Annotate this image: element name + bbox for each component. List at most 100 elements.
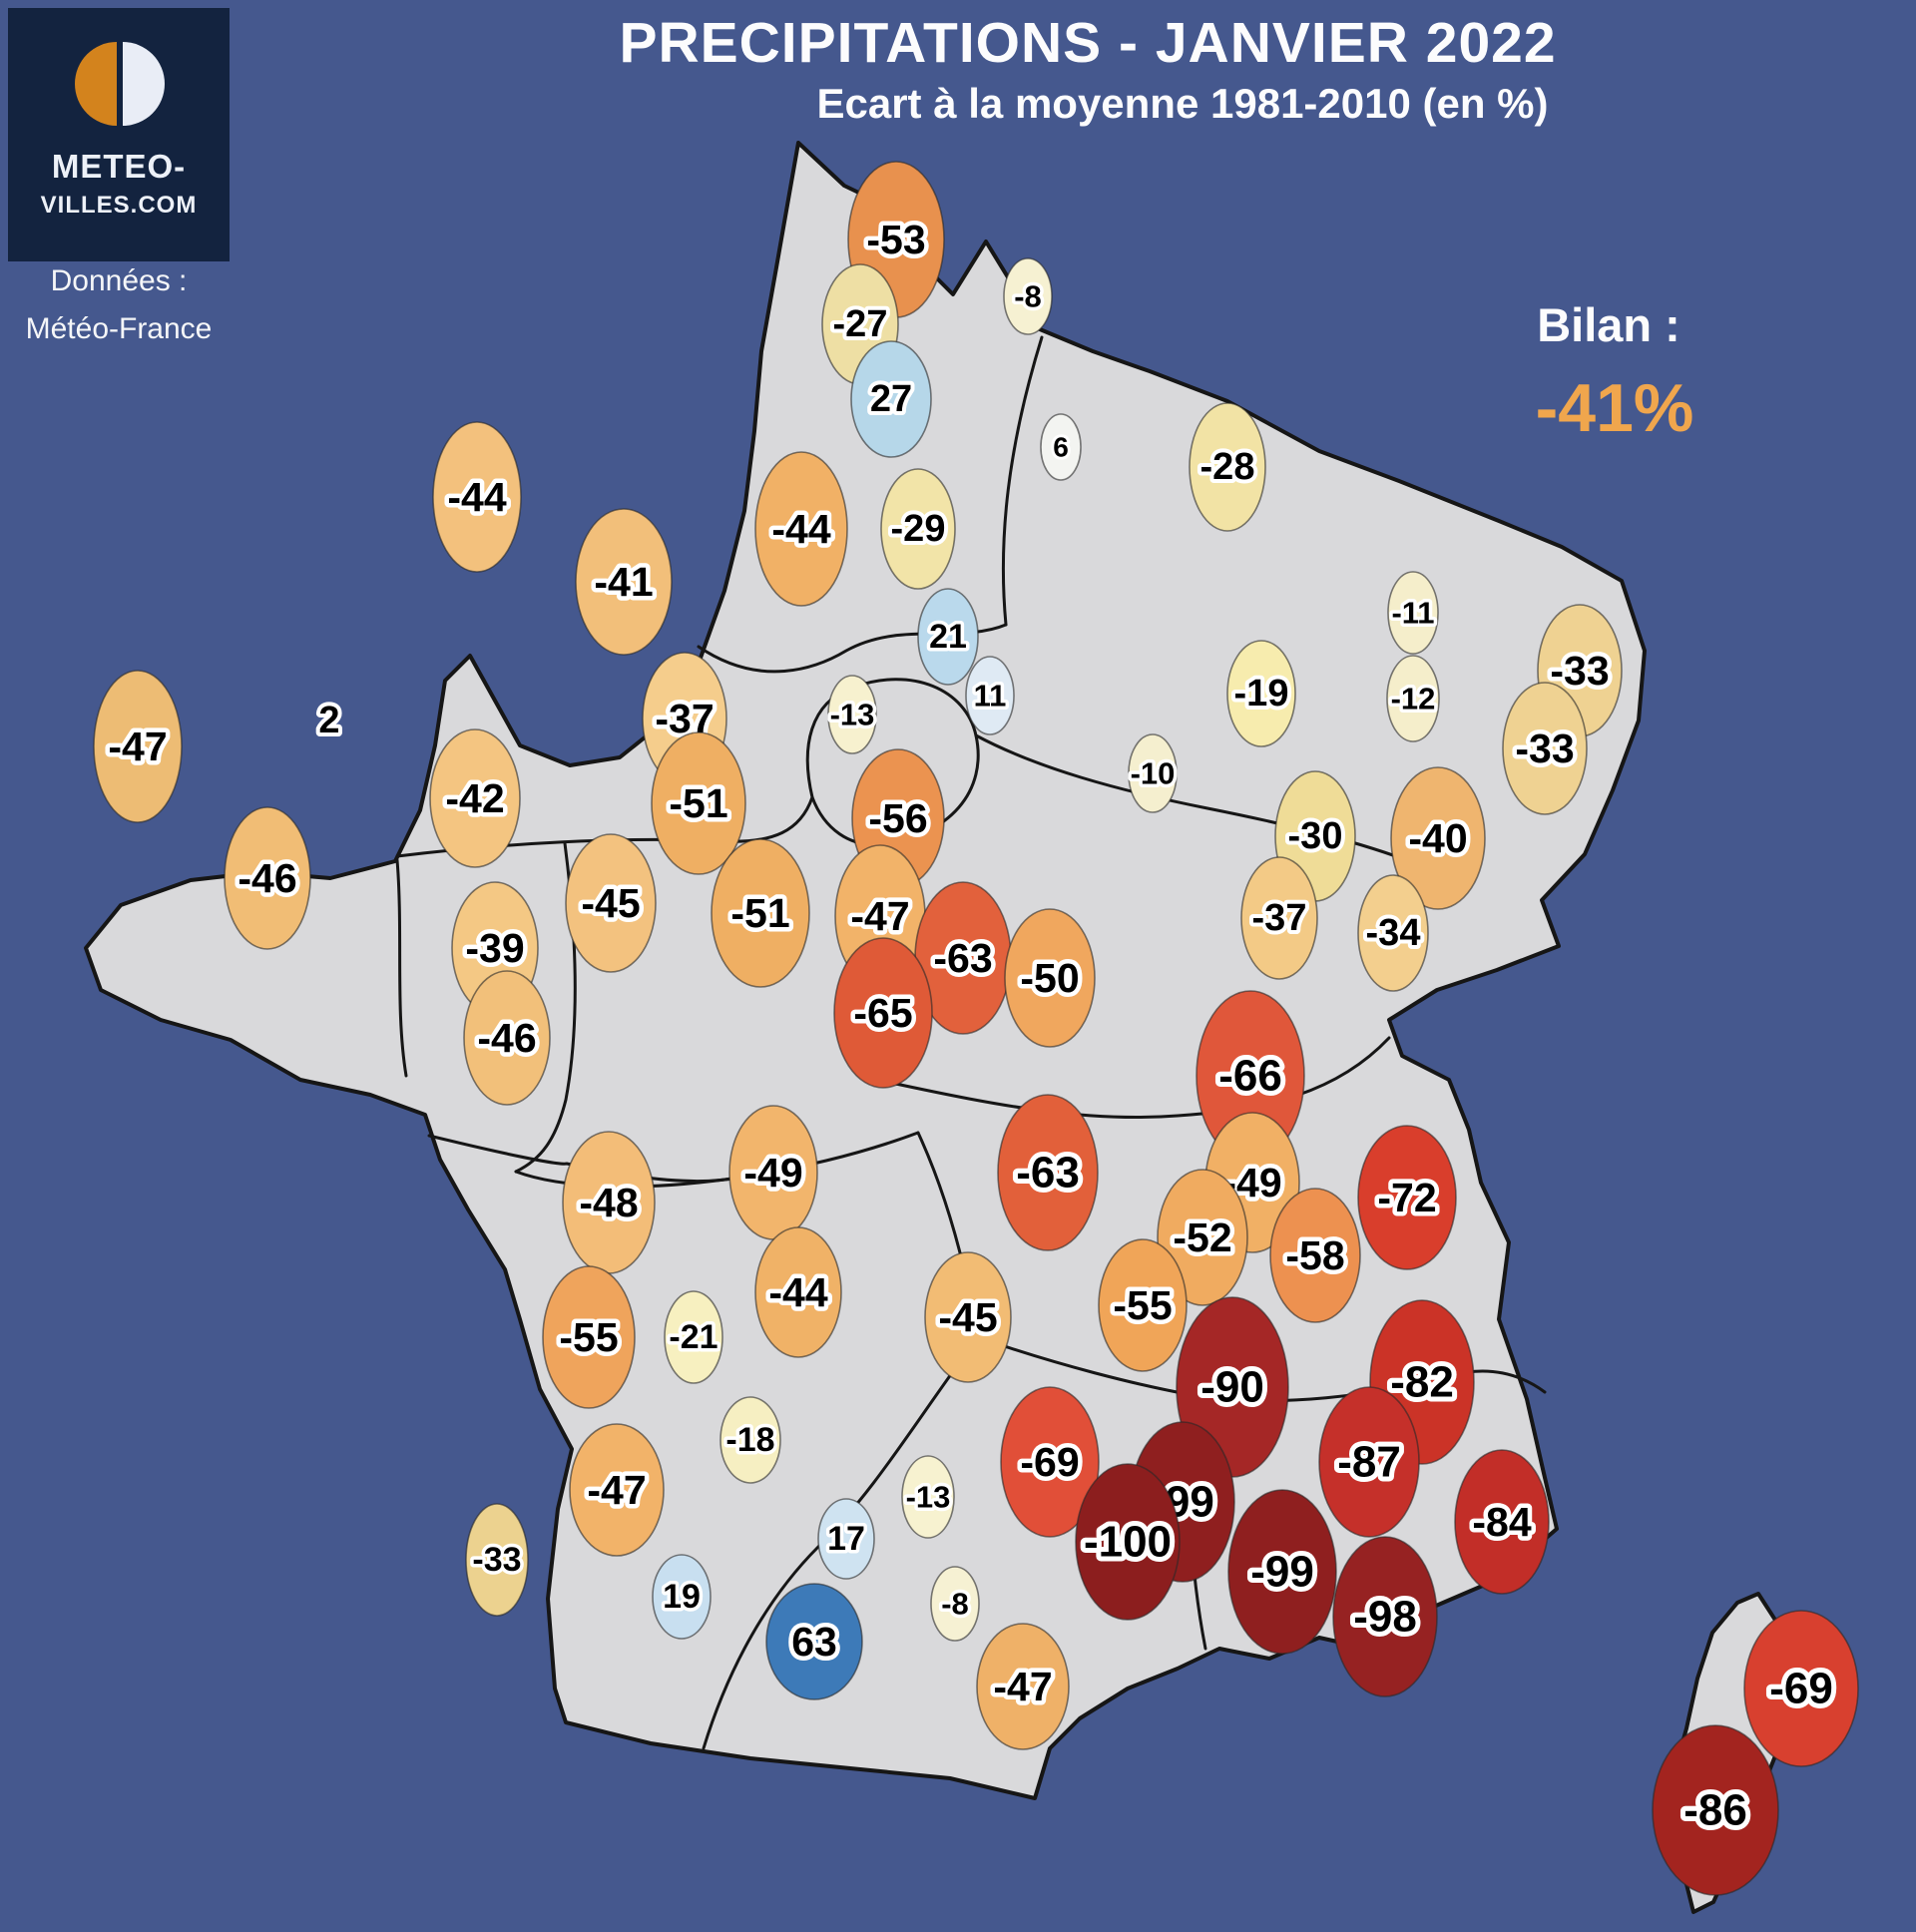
bubble-ellipse	[575, 508, 673, 656]
bubble-value: -41	[594, 559, 653, 605]
bubble-value: 11	[974, 679, 1007, 714]
bubble-value: -47	[108, 724, 167, 769]
map-bubble-6: 6	[1040, 413, 1082, 481]
map-bubble--45: -45	[565, 833, 657, 973]
map-bubble--19: -19	[1226, 640, 1296, 747]
bubble-ellipse	[880, 468, 956, 590]
map-bubble--46: -46	[463, 970, 551, 1106]
map-bubble--33: -33	[465, 1503, 529, 1617]
bubble-value: -48	[579, 1180, 638, 1225]
bubble-ellipse	[1189, 402, 1266, 532]
map-bubble--46: -46	[224, 806, 311, 950]
map-bubble--8: -8	[1003, 257, 1053, 335]
map-bubble--8: -8	[930, 1566, 980, 1642]
bubble-ellipse	[93, 670, 183, 823]
map-bubble-21: 21	[917, 588, 979, 686]
bubble-value: -30	[1288, 815, 1343, 857]
bubble-value: -49	[743, 1150, 802, 1196]
bubble-value: -90	[1200, 1363, 1264, 1412]
bubble-value: 17	[827, 1520, 865, 1558]
bubble-value: -44	[447, 474, 506, 520]
page-subtitle: Ecart à la moyenne 1981-2010 (en %)	[816, 80, 1549, 127]
map-annotation: 2	[318, 700, 339, 741]
map-bubble--45: -45	[924, 1251, 1012, 1383]
bubble-value: -99	[1250, 1548, 1314, 1597]
map-bubble--84: -84	[1454, 1449, 1550, 1595]
map-bubble--86: -86	[1652, 1724, 1779, 1896]
map-bubble--48: -48	[562, 1131, 656, 1274]
page-title: PRECIPITATIONS - JANVIER 2022	[619, 11, 1557, 75]
bubble-ellipse	[827, 675, 877, 754]
bubble-value: -29	[891, 508, 946, 550]
bilan-label: Bilan :	[1537, 298, 1680, 351]
bubble-ellipse	[917, 588, 979, 686]
bubble-value: -55	[559, 1314, 618, 1360]
map-bubble--58: -58	[1269, 1188, 1361, 1323]
region-border-4	[395, 858, 408, 1078]
bubble-ellipse	[719, 1396, 781, 1484]
map-bubble--37: -37	[1240, 856, 1318, 980]
map-bubble--47: -47	[569, 1423, 665, 1557]
map-bubble--55: -55	[1098, 1238, 1188, 1372]
bubble-ellipse	[565, 833, 657, 973]
bubble-ellipse	[930, 1566, 980, 1642]
bubble-value: -34	[1366, 912, 1421, 954]
bubble-value: 63	[791, 1619, 837, 1665]
map-bubble--51: -51	[651, 731, 746, 875]
bubble-value: -46	[238, 855, 296, 901]
map-bubble--21: -21	[664, 1290, 723, 1384]
map-bubble--12: -12	[1386, 655, 1440, 742]
bubble-value: -12	[1391, 682, 1436, 717]
map-bubble--87: -87	[1318, 1386, 1420, 1538]
bubble-value: -66	[1218, 1052, 1282, 1101]
bubble-ellipse	[1226, 640, 1296, 747]
bubble-ellipse	[1240, 856, 1318, 980]
bubble-ellipse	[765, 1583, 863, 1700]
bubble-value: -42	[445, 775, 504, 821]
bubble-value: -87	[1337, 1438, 1401, 1487]
bubble-value: -27	[833, 303, 888, 345]
bubble-ellipse	[429, 728, 521, 868]
bubble-value: -72	[1377, 1175, 1436, 1220]
bubble-ellipse	[1454, 1449, 1550, 1595]
map-bubble--40: -40	[1390, 766, 1486, 910]
meteo-villes-logo: METEO- VILLES.COM	[8, 8, 230, 261]
bubble-value: 6	[1053, 432, 1069, 463]
bubble-ellipse	[1004, 908, 1096, 1048]
bubble-value: -69	[1769, 1665, 1833, 1713]
bubble-value: -56	[868, 795, 927, 841]
bubble-value: -40	[1408, 815, 1467, 861]
bubble-ellipse	[997, 1094, 1099, 1251]
bubble-value: -52	[1173, 1214, 1231, 1260]
bubble-ellipse	[1390, 766, 1486, 910]
map-bubble--13: -13	[826, 675, 878, 754]
map-bubble--44: -44	[432, 421, 522, 573]
map-bubble--51: -51	[711, 838, 810, 988]
bubble-ellipse	[833, 937, 933, 1089]
map-bubble-27: 27	[850, 340, 932, 458]
bubble-ellipse	[1318, 1386, 1420, 1538]
bubble-value: -47	[993, 1664, 1052, 1709]
bubble-ellipse	[1128, 733, 1178, 813]
bubble-value: -47	[850, 893, 909, 939]
bubble-value: -45	[581, 880, 640, 926]
bubble-value: -11	[1391, 596, 1434, 631]
map-bubble--63: -63	[914, 881, 1012, 1035]
map-bubble--18: -18	[719, 1396, 781, 1484]
map-bubble--33: -33	[1502, 682, 1588, 815]
map-bubble--69: -69	[1743, 1610, 1859, 1767]
bubble-ellipse	[1332, 1536, 1438, 1697]
map-bubble--47: -47	[976, 1623, 1070, 1750]
bubble-value: -33	[1515, 725, 1574, 771]
bubble-ellipse	[711, 838, 810, 988]
map-bubble--63: -63	[997, 1094, 1099, 1251]
map-bubble--29: -29	[880, 468, 956, 590]
bubble-ellipse	[1652, 1724, 1779, 1896]
map-bubble--98: -98	[1332, 1536, 1438, 1697]
map-bubble--34: -34	[1357, 874, 1429, 992]
logo-text-line1: METEO-	[51, 148, 187, 185]
bubble-value: -69	[1020, 1439, 1079, 1485]
bubble-value: -53	[866, 217, 925, 262]
